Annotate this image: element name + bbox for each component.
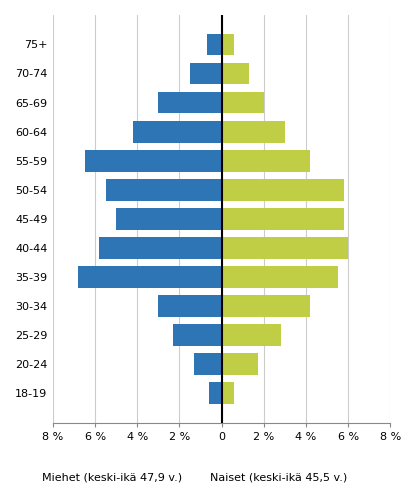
- Bar: [116, 208, 222, 230]
- Bar: [222, 121, 285, 142]
- Bar: [190, 62, 222, 84]
- Bar: [222, 237, 348, 259]
- Bar: [222, 92, 264, 113]
- Text: Naiset (keski-ikä 45,5 v.): Naiset (keski-ikä 45,5 v.): [210, 472, 347, 482]
- Bar: [222, 62, 249, 84]
- Bar: [222, 33, 234, 55]
- Bar: [84, 150, 222, 171]
- Bar: [158, 295, 222, 317]
- Bar: [207, 33, 222, 55]
- Bar: [158, 92, 222, 113]
- Bar: [194, 353, 222, 375]
- Bar: [173, 324, 222, 346]
- Bar: [78, 266, 222, 288]
- Bar: [222, 208, 344, 230]
- Bar: [222, 382, 234, 404]
- Bar: [222, 353, 258, 375]
- Bar: [222, 295, 310, 317]
- Bar: [209, 382, 222, 404]
- Bar: [222, 150, 310, 171]
- Bar: [106, 179, 222, 201]
- Bar: [222, 266, 338, 288]
- Bar: [133, 121, 222, 142]
- Bar: [222, 324, 281, 346]
- Bar: [222, 179, 344, 201]
- Text: Miehet (keski-ikä 47,9 v.): Miehet (keski-ikä 47,9 v.): [42, 472, 182, 482]
- Bar: [99, 237, 222, 259]
